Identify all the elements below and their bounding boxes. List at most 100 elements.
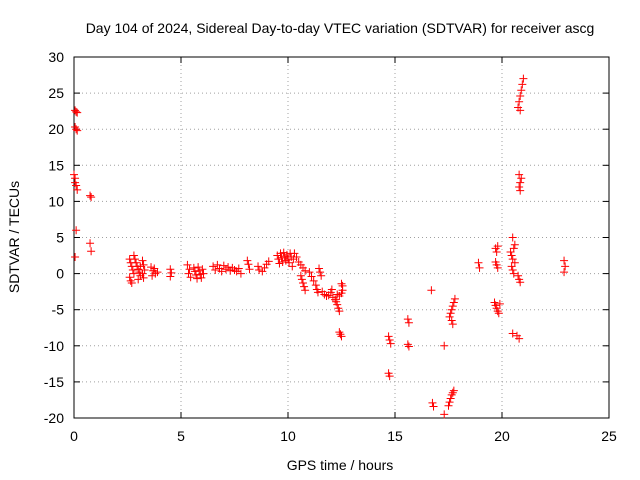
data-point	[313, 288, 322, 297]
data-point	[129, 251, 138, 260]
data-point	[134, 275, 143, 284]
data-point	[316, 268, 325, 277]
data-point	[519, 74, 528, 83]
data-point	[335, 328, 344, 337]
axis-ticks	[73, 56, 610, 419]
data-point	[448, 302, 457, 311]
data-point	[561, 262, 570, 271]
data-point	[234, 264, 243, 273]
data-point	[73, 126, 82, 135]
data-point	[147, 263, 156, 272]
data-point	[560, 268, 569, 277]
data-point	[275, 259, 284, 268]
y-tick-labels: -20 -15 -10 -5 0 5 10 15 20 25 30	[44, 49, 64, 426]
data-point	[128, 265, 137, 274]
data-point	[245, 265, 254, 274]
data-point	[305, 268, 314, 277]
data-point	[194, 263, 203, 272]
data-point	[71, 123, 80, 132]
data-point	[404, 342, 413, 351]
data-point	[429, 402, 438, 411]
data-point	[260, 263, 269, 272]
data-point	[72, 181, 81, 190]
data-point	[337, 279, 346, 288]
data-point	[139, 260, 148, 269]
y-tick-label: 25	[48, 85, 64, 101]
data-point	[515, 334, 524, 343]
data-point	[508, 233, 517, 242]
data-point	[335, 307, 344, 316]
data-point	[166, 272, 175, 281]
data-point	[322, 291, 331, 300]
data-point	[292, 252, 301, 261]
data-point	[517, 86, 526, 95]
data-point	[224, 263, 233, 272]
data-point	[199, 269, 208, 278]
data-point	[243, 256, 252, 265]
data-point	[276, 249, 285, 258]
data-point	[515, 170, 524, 179]
data-point	[427, 286, 436, 295]
data-point	[447, 305, 456, 314]
data-point	[153, 268, 162, 277]
data-point	[130, 255, 139, 264]
x-tick-label: 25	[601, 428, 617, 444]
data-point	[71, 252, 80, 261]
data-point	[338, 281, 347, 290]
data-point	[386, 339, 395, 348]
data-point	[508, 265, 517, 274]
data-point	[337, 332, 346, 341]
data-point	[72, 226, 81, 235]
data-point	[509, 244, 518, 253]
data-point	[518, 80, 527, 89]
data-point	[72, 107, 81, 116]
y-tick-label: -5	[52, 302, 65, 318]
grid	[74, 57, 609, 418]
data-point	[191, 271, 200, 280]
data-point	[507, 251, 516, 260]
data-point	[150, 264, 159, 273]
data-point	[493, 307, 502, 316]
data-point	[333, 290, 342, 299]
data-point	[517, 174, 526, 183]
data-point	[278, 258, 287, 267]
data-point	[184, 269, 193, 278]
data-point	[254, 262, 263, 271]
data-point	[336, 330, 345, 339]
data-point	[428, 398, 437, 407]
data-point	[309, 276, 318, 285]
data-point	[86, 239, 95, 248]
y-tick-label: 0	[56, 266, 64, 282]
y-tick-label: 20	[48, 121, 64, 137]
data-point	[73, 108, 82, 117]
data-point	[211, 265, 220, 274]
data-point	[492, 247, 501, 256]
data-point	[385, 336, 394, 345]
data-point	[277, 253, 286, 262]
data-point	[301, 266, 310, 275]
data-point	[138, 256, 147, 265]
data-point	[515, 182, 524, 191]
data-point	[491, 244, 500, 253]
data-point	[230, 265, 239, 274]
data-point	[447, 316, 456, 325]
data-point	[296, 271, 305, 280]
x-tick-label: 5	[177, 428, 185, 444]
data-point	[320, 290, 329, 299]
data-point	[185, 265, 194, 274]
data-point	[447, 390, 456, 399]
data-point	[403, 315, 412, 324]
data-point	[331, 295, 340, 304]
x-tick-label: 10	[280, 428, 296, 444]
y-tick-label: -15	[44, 374, 64, 390]
data-point	[446, 309, 455, 318]
y-tick-label: 10	[48, 193, 64, 209]
data-point	[560, 256, 569, 265]
data-point	[494, 309, 503, 318]
data-point	[198, 265, 207, 274]
data-point	[190, 267, 199, 276]
data-point	[474, 258, 483, 267]
data-point	[217, 267, 226, 276]
data-point	[403, 340, 412, 349]
